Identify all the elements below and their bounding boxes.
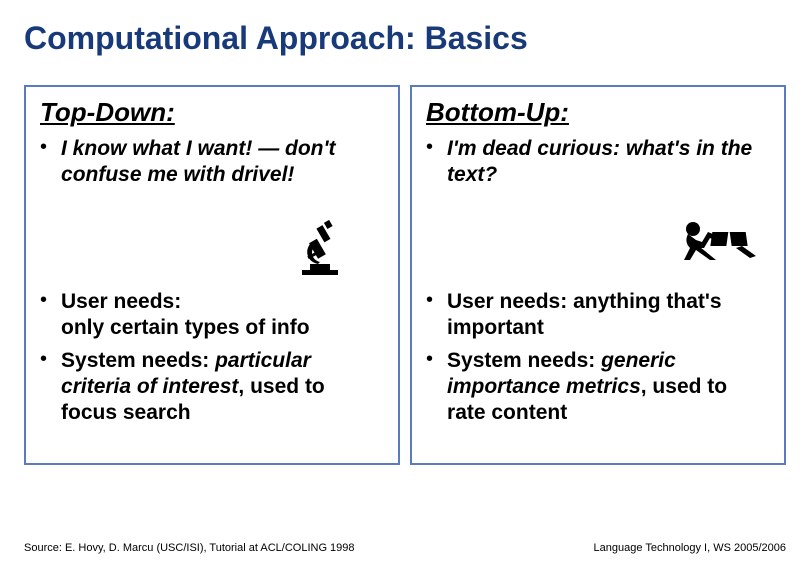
top-down-system-needs: System needs: particular criteria of int… — [61, 348, 384, 427]
footer-course: Language Technology I, WS 2005/2006 — [594, 542, 786, 554]
top-down-tagline: I know what I want! — don't confuse me w… — [61, 136, 384, 189]
footer: Source: E. Hovy, D. Marcu (USC/ISI), Tut… — [24, 542, 786, 554]
list-item: • System needs: particular criteria of i… — [40, 348, 384, 427]
reader-icon-wrap — [426, 220, 770, 275]
bullet-icon: • — [426, 136, 433, 158]
bottom-up-panel: Bottom-Up: • I'm dead curious: what's in… — [410, 85, 786, 465]
value-text: only certain types of info — [61, 316, 310, 339]
bottom-up-needs-list: • User needs: anything that's important … — [426, 289, 770, 426]
bottom-up-tagline-list: • I'm dead curious: what's in the text? — [426, 136, 770, 226]
label-text: System needs: — [447, 349, 601, 372]
label-text: User needs: — [447, 290, 573, 313]
top-down-user-needs: User needs: only certain types of info — [61, 289, 310, 342]
list-item: • User needs: anything that's important — [426, 289, 770, 342]
columns-container: Top-Down: • I know what I want! — don't … — [24, 85, 786, 465]
bottom-up-tagline: I'm dead curious: what's in the text? — [447, 136, 770, 189]
footer-source: Source: E. Hovy, D. Marcu (USC/ISI), Tut… — [24, 542, 355, 554]
list-item: • System needs: generic importance metri… — [426, 348, 770, 427]
list-item: • I know what I want! — don't confuse me… — [40, 136, 384, 189]
top-down-panel: Top-Down: • I know what I want! — don't … — [24, 85, 400, 465]
reader-icon — [680, 220, 758, 262]
top-down-needs-list: • User needs: only certain types of info… — [40, 289, 384, 426]
bullet-icon: • — [426, 289, 433, 311]
bottom-up-system-needs: System needs: generic importance metrics… — [447, 348, 770, 427]
bullet-icon: • — [40, 348, 47, 370]
list-item: • I'm dead curious: what's in the text? — [426, 136, 770, 189]
microscope-icon — [296, 220, 344, 275]
bullet-icon: • — [40, 289, 47, 311]
bullet-icon: • — [40, 136, 47, 158]
bullet-icon: • — [426, 348, 433, 370]
top-down-heading: Top-Down: — [40, 97, 384, 128]
slide-title: Computational Approach: Basics — [24, 20, 786, 57]
bottom-up-user-needs: User needs: anything that's important — [447, 289, 770, 342]
bottom-up-heading: Bottom-Up: — [426, 97, 770, 128]
list-item: • User needs: only certain types of info — [40, 289, 384, 342]
top-down-tagline-list: • I know what I want! — don't confuse me… — [40, 136, 384, 226]
label-text: System needs: — [61, 349, 215, 372]
label-text: User needs: — [61, 290, 181, 313]
microscope-icon-wrap — [40, 220, 384, 275]
